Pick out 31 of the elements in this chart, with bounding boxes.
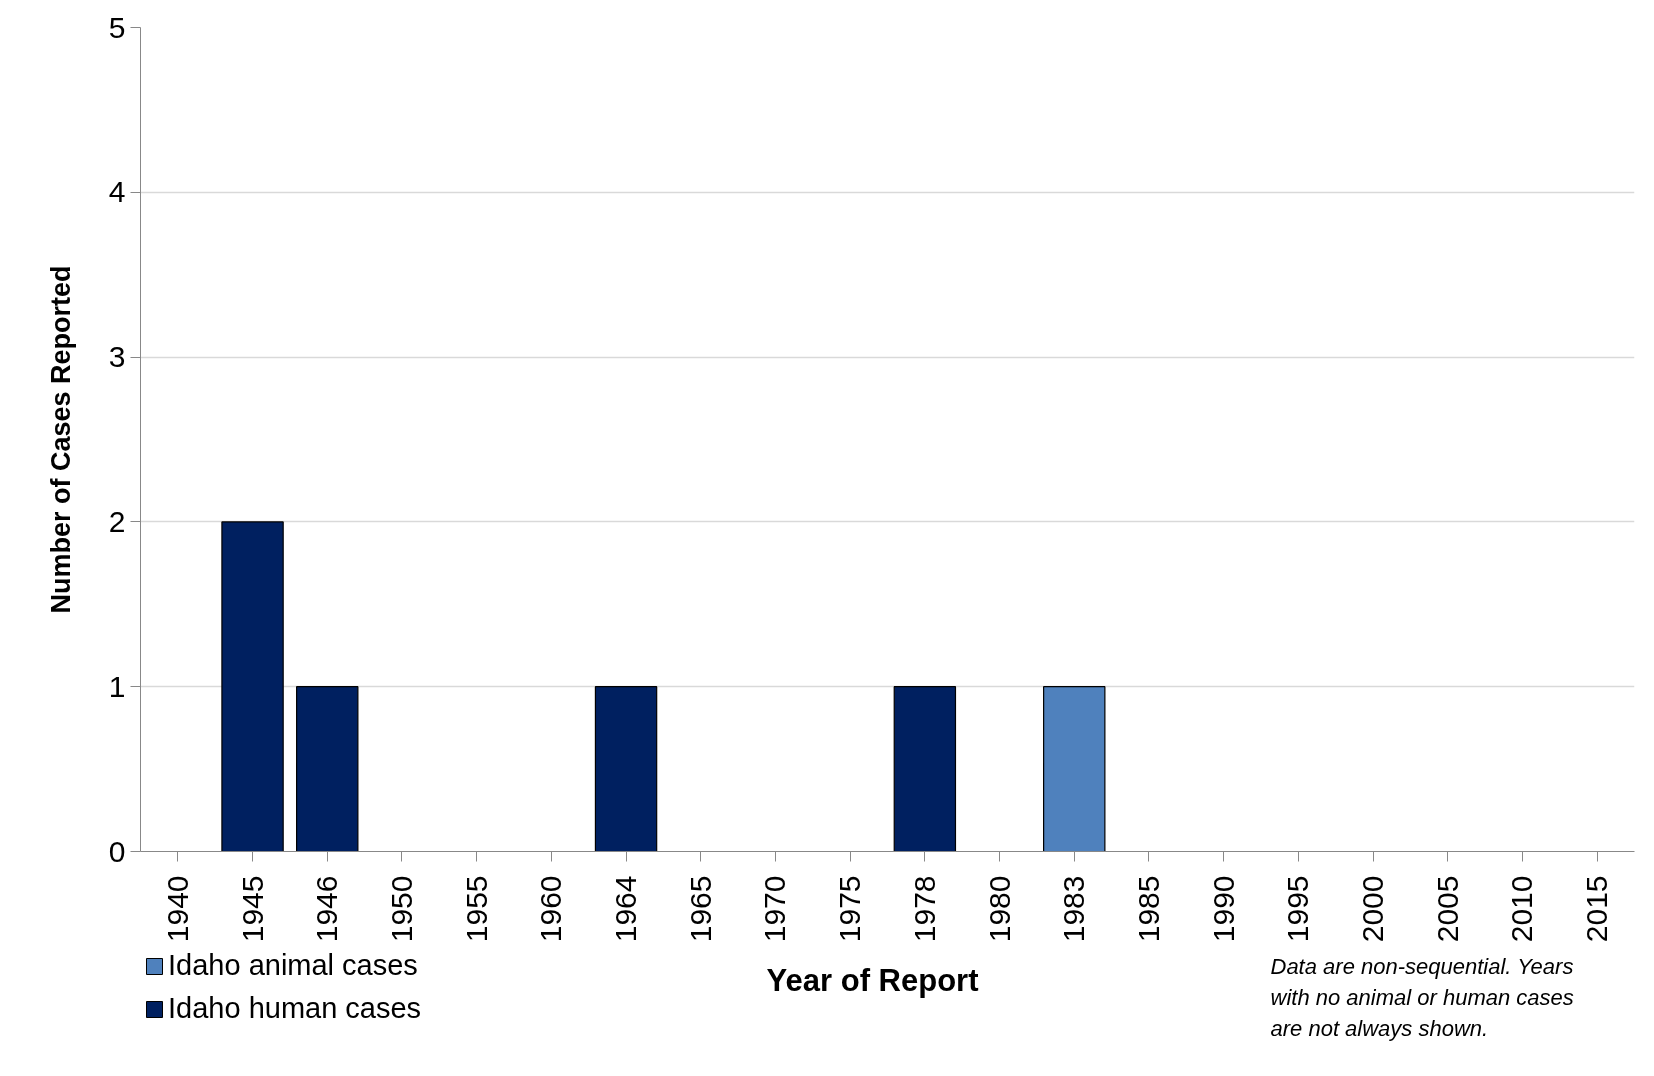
x-tick-label: 2000	[1356, 875, 1390, 943]
x-tick-label: 1975	[833, 875, 867, 943]
legend-label: Idaho human cases	[168, 992, 422, 1025]
x-tick-label: 1940	[160, 875, 194, 943]
y-tick-label: 1	[108, 669, 126, 703]
text: Data are non-sequential. Years with no animal or human cases are not always shown.	[1270, 953, 1574, 1041]
y-tick-label: 2	[108, 504, 126, 538]
legend-label: Idaho animal cases	[168, 949, 418, 982]
x-tick-label: 1995	[1281, 875, 1315, 943]
x-tick-label: 1946	[310, 875, 344, 943]
x-axis-title: Year of Report	[766, 963, 979, 998]
x-tick-label: 1990	[1206, 875, 1240, 943]
x-tick-label: 2005	[1430, 875, 1464, 943]
x-tick-label: 1950	[384, 875, 418, 943]
x-tick-label: 1983	[1057, 875, 1091, 943]
x-tick-label: 1970	[758, 875, 792, 943]
y-tick-label: 3	[108, 340, 126, 374]
y-axis-title: Number of Cases Reported	[45, 265, 76, 614]
x-tick-label: 1965	[683, 875, 717, 943]
x-tick-label: 1960	[534, 875, 568, 943]
x-tick-label: 1985	[1131, 875, 1165, 943]
x-tick-label: 1978	[907, 875, 941, 943]
x-tick-label: 1955	[459, 875, 493, 943]
y-tick-label: 5	[108, 10, 126, 44]
y-tick-label: 0	[108, 834, 126, 868]
x-tick-label: 1964	[609, 875, 643, 943]
x-tick-label: 1945	[235, 875, 269, 943]
x-tick-label: 2010	[1505, 875, 1539, 943]
x-tick-label: 2015	[1580, 875, 1614, 943]
x-tick-label: 1980	[982, 875, 1016, 943]
y-tick-label: 4	[108, 175, 126, 209]
